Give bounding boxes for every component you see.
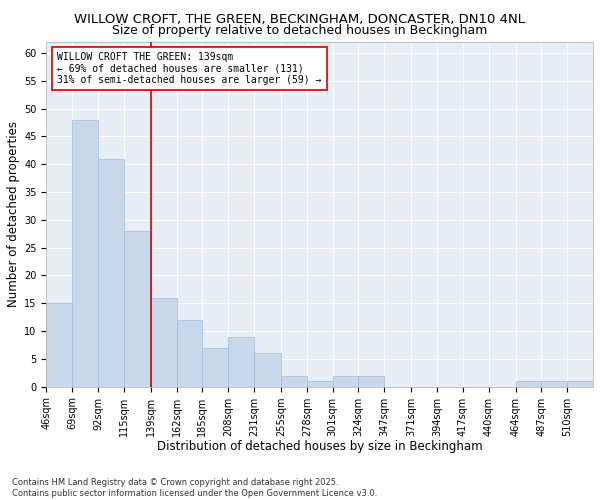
Bar [515,381,541,386]
Bar [567,381,593,386]
Bar [124,231,151,386]
Y-axis label: Number of detached properties: Number of detached properties [7,122,20,308]
Bar [254,354,281,386]
Text: Contains HM Land Registry data © Crown copyright and database right 2025.
Contai: Contains HM Land Registry data © Crown c… [12,478,377,498]
Text: WILLOW CROFT THE GREEN: 139sqm
← 69% of detached houses are smaller (131)
31% of: WILLOW CROFT THE GREEN: 139sqm ← 69% of … [57,52,322,86]
Bar [202,348,228,387]
Bar [358,376,384,386]
Bar [151,298,176,386]
X-axis label: Distribution of detached houses by size in Beckingham: Distribution of detached houses by size … [157,440,482,453]
Bar [176,320,202,386]
Bar [98,158,124,386]
Bar [332,376,358,386]
Text: WILLOW CROFT, THE GREEN, BECKINGHAM, DONCASTER, DN10 4NL: WILLOW CROFT, THE GREEN, BECKINGHAM, DON… [74,12,526,26]
Bar [228,336,254,386]
Bar [72,120,98,386]
Bar [46,304,72,386]
Bar [281,376,307,386]
Text: Size of property relative to detached houses in Beckingham: Size of property relative to detached ho… [112,24,488,37]
Bar [541,381,567,386]
Bar [307,381,332,386]
